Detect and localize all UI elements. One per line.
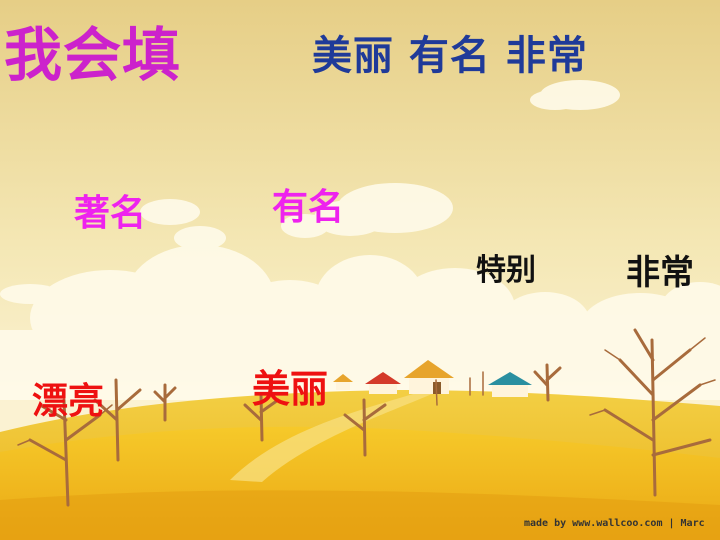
word-youming: 有名 [272,187,345,228]
answer-line: 美丽 有名 非常 [312,33,588,79]
word-tebie: 特别 [476,253,536,288]
word-zhuming: 著名 [74,193,147,234]
word-feichang: 非常 [626,253,694,293]
word-meili: 美丽 [252,367,329,411]
page-title: 我会填 [4,21,182,89]
word-piaoliang: 漂亮 [32,381,105,422]
watermark-credit: made by www.wallcoo.com | Marc [524,518,705,529]
